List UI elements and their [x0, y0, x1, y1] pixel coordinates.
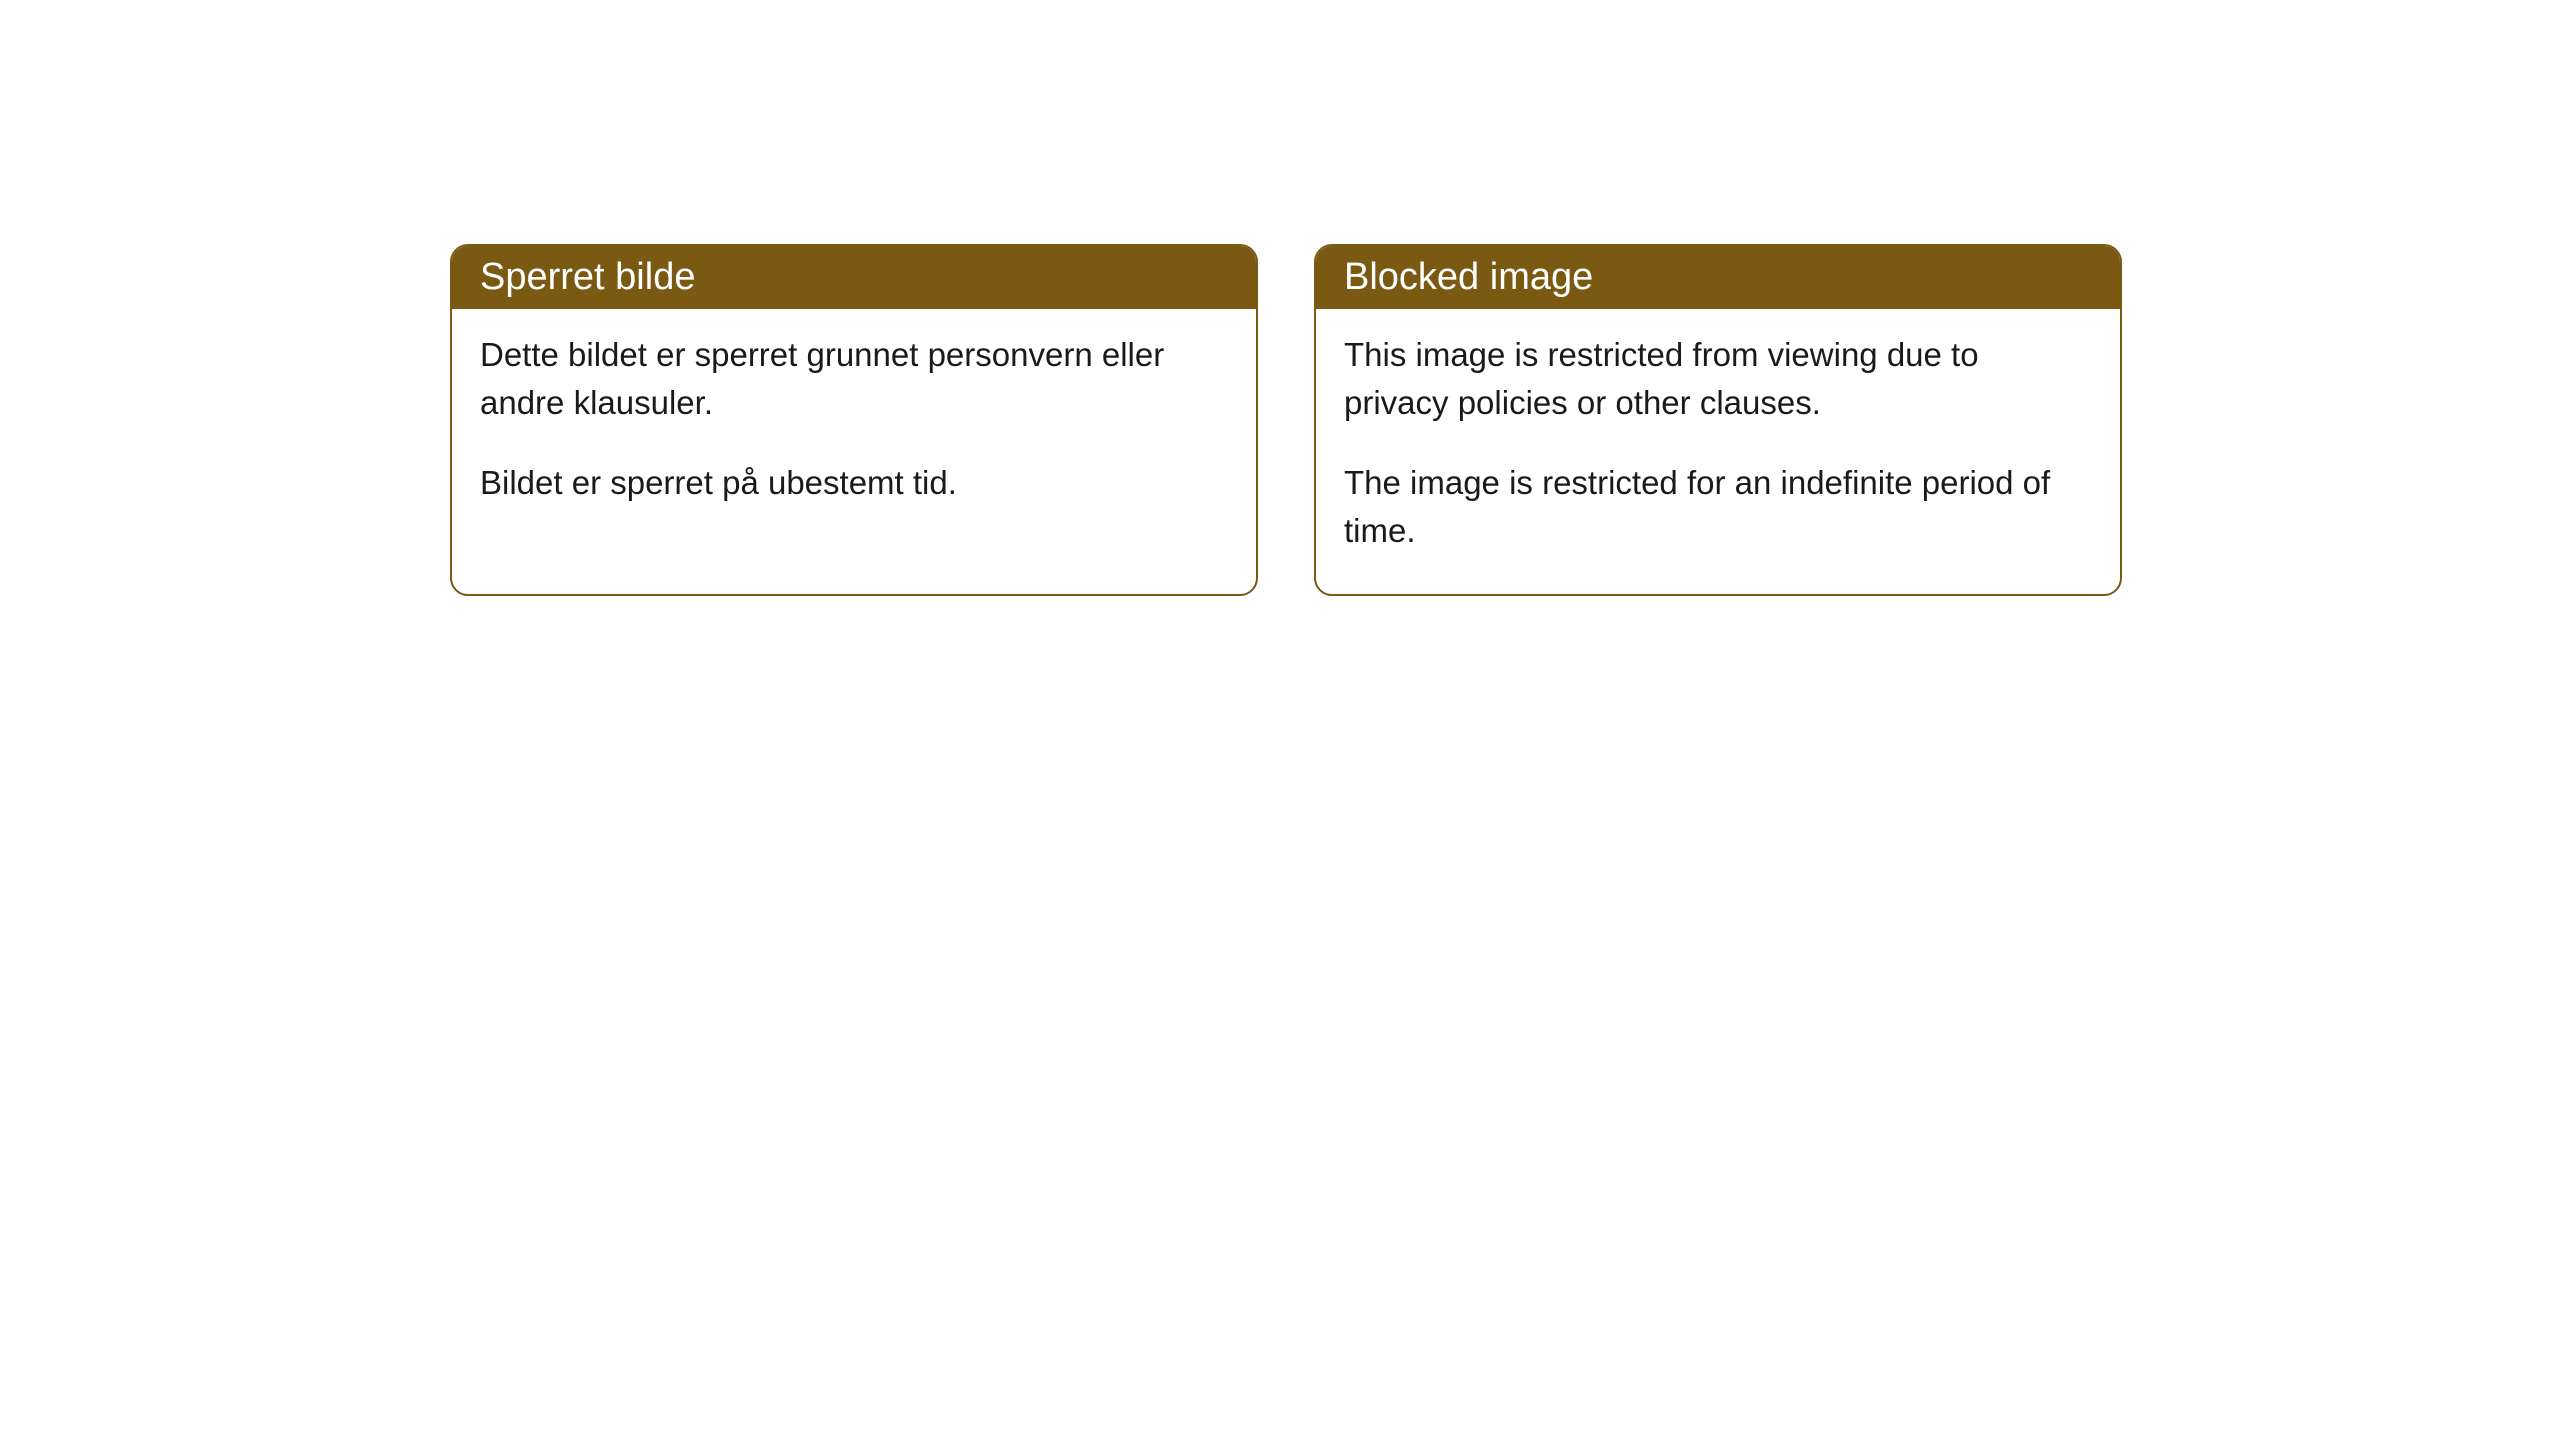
card-paragraph-2-norwegian: Bildet er sperret på ubestemt tid. — [480, 459, 1228, 507]
card-body-english: This image is restricted from viewing du… — [1316, 309, 2120, 594]
card-body-norwegian: Dette bildet er sperret grunnet personve… — [452, 309, 1256, 547]
card-header-norwegian: Sperret bilde — [452, 246, 1256, 309]
blocked-image-card-english: Blocked image This image is restricted f… — [1314, 244, 2122, 596]
card-paragraph-1-english: This image is restricted from viewing du… — [1344, 331, 2092, 427]
cards-container: Sperret bilde Dette bildet er sperret gr… — [450, 244, 2122, 596]
card-header-english: Blocked image — [1316, 246, 2120, 309]
card-paragraph-1-norwegian: Dette bildet er sperret grunnet personve… — [480, 331, 1228, 427]
card-paragraph-2-english: The image is restricted for an indefinit… — [1344, 459, 2092, 555]
blocked-image-card-norwegian: Sperret bilde Dette bildet er sperret gr… — [450, 244, 1258, 596]
